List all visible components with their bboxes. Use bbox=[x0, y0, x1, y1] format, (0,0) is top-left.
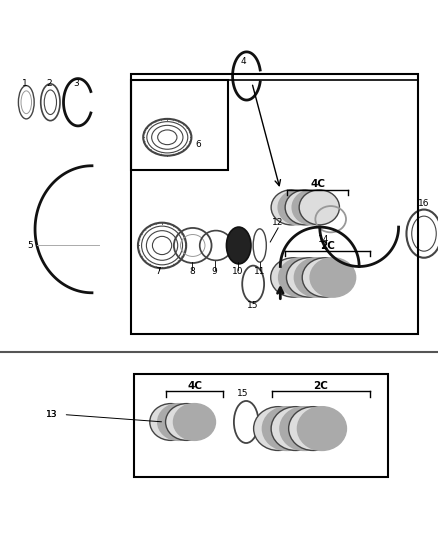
Ellipse shape bbox=[166, 403, 208, 440]
Ellipse shape bbox=[158, 403, 200, 440]
Bar bbox=[134, 374, 388, 477]
Text: 6: 6 bbox=[195, 140, 201, 149]
Ellipse shape bbox=[297, 407, 346, 450]
Ellipse shape bbox=[292, 190, 332, 225]
Ellipse shape bbox=[286, 258, 332, 297]
Bar bbox=[131, 74, 418, 334]
Ellipse shape bbox=[271, 407, 320, 450]
Text: 11: 11 bbox=[254, 267, 265, 276]
Text: 12: 12 bbox=[272, 218, 284, 227]
Text: 13: 13 bbox=[46, 410, 57, 419]
Text: 1: 1 bbox=[22, 79, 28, 88]
Ellipse shape bbox=[278, 190, 318, 225]
Ellipse shape bbox=[285, 190, 325, 225]
Ellipse shape bbox=[262, 407, 311, 450]
Ellipse shape bbox=[299, 190, 339, 225]
Text: 15: 15 bbox=[237, 389, 248, 398]
Text: 9: 9 bbox=[212, 267, 218, 276]
Ellipse shape bbox=[173, 403, 215, 440]
Bar bbox=[131, 80, 228, 170]
Ellipse shape bbox=[294, 258, 340, 297]
Ellipse shape bbox=[279, 258, 324, 297]
Text: 16: 16 bbox=[418, 199, 430, 208]
Ellipse shape bbox=[254, 407, 303, 450]
Text: 2C: 2C bbox=[314, 381, 328, 391]
Ellipse shape bbox=[271, 258, 316, 297]
Text: 5: 5 bbox=[27, 241, 33, 250]
Text: 13: 13 bbox=[46, 410, 57, 419]
Text: 2C: 2C bbox=[320, 241, 335, 251]
Ellipse shape bbox=[289, 407, 338, 450]
Ellipse shape bbox=[280, 407, 329, 450]
Ellipse shape bbox=[302, 258, 348, 297]
Text: 3: 3 bbox=[74, 79, 80, 88]
Text: 4C: 4C bbox=[187, 381, 202, 391]
Text: 14: 14 bbox=[318, 236, 330, 245]
Ellipse shape bbox=[226, 227, 251, 264]
Text: 15: 15 bbox=[247, 301, 259, 310]
Text: 4C: 4C bbox=[310, 180, 325, 189]
Ellipse shape bbox=[310, 258, 356, 297]
Text: 10: 10 bbox=[232, 267, 244, 276]
Text: 2: 2 bbox=[46, 79, 52, 88]
Text: 7: 7 bbox=[155, 267, 162, 276]
Ellipse shape bbox=[150, 403, 192, 440]
Ellipse shape bbox=[271, 190, 311, 225]
Text: 8: 8 bbox=[189, 267, 195, 276]
Text: 4: 4 bbox=[240, 58, 246, 67]
